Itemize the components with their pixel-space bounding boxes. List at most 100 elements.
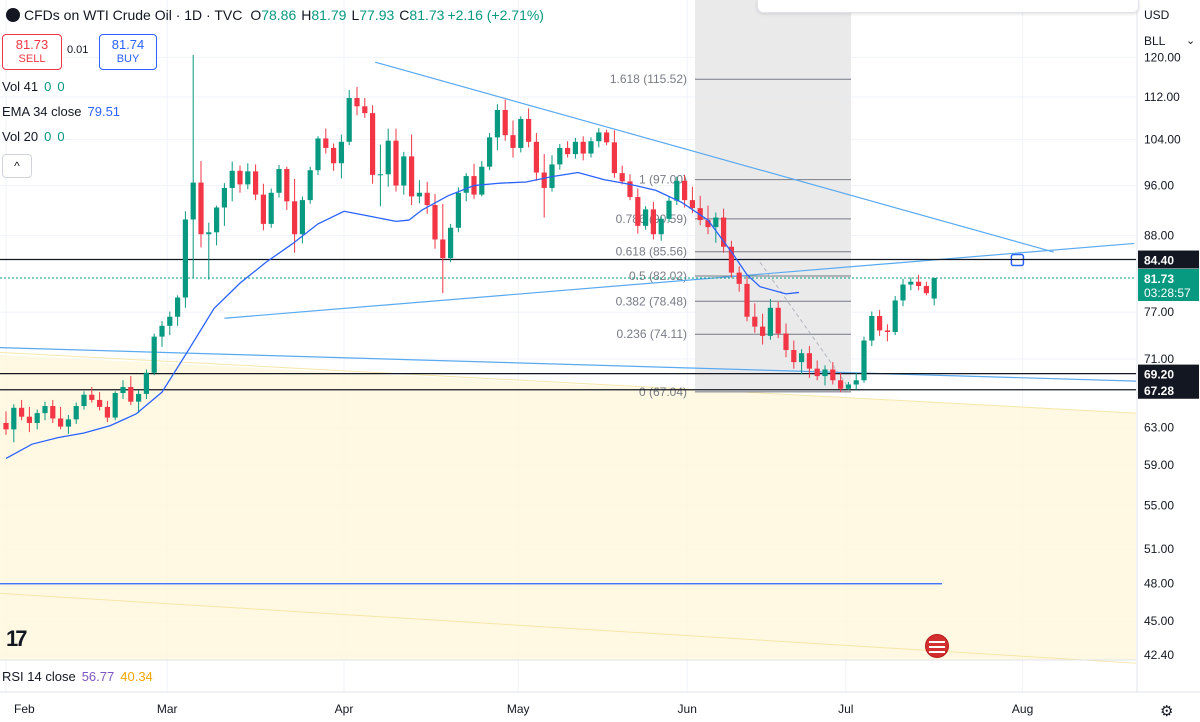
candle-body [565, 147, 571, 155]
candle-body [11, 407, 17, 430]
candle-body [440, 239, 446, 259]
time-axis[interactable]: Feb Mar Apr May Jun Jul Aug [0, 659, 1200, 716]
candle-body [908, 281, 914, 285]
candle-body [877, 315, 883, 331]
candle-body [752, 316, 758, 327]
currency-label[interactable]: USD [1144, 8, 1170, 22]
close-label: C [399, 7, 410, 23]
candle-body [916, 281, 922, 286]
candle-body [221, 187, 227, 208]
candle-body [494, 109, 500, 138]
indicator-value: 0 [44, 79, 52, 94]
indicator-vol41[interactable]: Vol 41 0 0 [2, 79, 65, 94]
candle-body [526, 118, 532, 142]
gear-icon[interactable]: ⚙ [1160, 703, 1174, 720]
buy-button[interactable]: 81.74 BUY [99, 34, 157, 70]
price-tick-label: 59.00 [1144, 458, 1174, 472]
candle-body [658, 218, 664, 235]
candle-body [50, 406, 56, 419]
candle-body [65, 419, 71, 427]
ema-line [5, 171, 800, 459]
candle-body [58, 418, 64, 427]
candle-body [206, 232, 212, 235]
price-tick-label: 112.00 [1144, 90, 1180, 104]
candle-body [619, 173, 625, 182]
candle-body [214, 207, 220, 233]
indicator-value: 0 [44, 129, 52, 144]
trend-lines[interactable] [0, 61, 1137, 382]
candle-body [455, 192, 461, 228]
candle-body [728, 246, 734, 273]
candle-body [643, 209, 649, 226]
descending-trendline[interactable] [375, 61, 1054, 253]
candle-body [682, 180, 688, 201]
chevron-up-icon: ^ [14, 159, 20, 173]
indicator-value: 0 [57, 129, 65, 144]
symbol-logo-icon [6, 8, 20, 22]
horizontal-lines[interactable] [0, 258, 1136, 585]
candle-body [845, 384, 851, 389]
fibonacci-retracement[interactable]: 1.618 (115.52)1 (97.00)0.786 (90.59)0.61… [610, 72, 851, 399]
price-label-box [1138, 380, 1199, 399]
rsi-legend[interactable]: RSI 14 close 56.77 40.34 [2, 669, 153, 684]
candle-body [572, 141, 578, 155]
chevron-down-icon[interactable]: ⌄ [1186, 35, 1196, 47]
sell-button[interactable]: 81.73 SELL [2, 34, 62, 70]
us-flag-icon[interactable] [925, 634, 949, 658]
candle-body [175, 297, 181, 317]
price-label: 84.40 [1144, 254, 1174, 268]
channel-line[interactable] [0, 347, 1137, 382]
candle-body [479, 166, 485, 195]
fib-level-label: 0.5 (82.02) [629, 269, 687, 283]
high-label: H [301, 7, 312, 23]
candle-body [799, 353, 805, 363]
indicator-ema34[interactable]: EMA 34 close 79.51 [2, 104, 120, 119]
candle-body [338, 141, 344, 164]
candle-body [143, 372, 149, 394]
candle-body [97, 399, 103, 407]
candle-body [167, 316, 173, 326]
candle-body [237, 170, 243, 185]
candle-body [331, 147, 337, 164]
indicator-value: 0 [57, 79, 65, 94]
candle-body [518, 118, 524, 148]
price-axis-bg [1137, 0, 1200, 692]
candle-body [354, 98, 360, 107]
candle-body [814, 368, 820, 377]
rsi-name: RSI 14 close [2, 669, 76, 684]
fib-level-label: 1 (97.00) [639, 173, 687, 187]
fib-level-label: 0.236 (74.11) [617, 327, 688, 341]
indicator-vol20[interactable]: Vol 20 0 0 [2, 129, 65, 144]
candle-body [892, 300, 898, 332]
fib-level-label: 0.618 (85.56) [616, 245, 687, 259]
unit-selector[interactable]: BLL [1144, 34, 1166, 48]
candle-body [81, 394, 87, 407]
zone-edge [0, 351, 1137, 414]
price-label-box [1138, 250, 1199, 269]
ascending-trendline[interactable] [224, 242, 1135, 319]
candle-body [744, 283, 750, 317]
symbol-title[interactable]: CFDs on WTI Crude Oil · 1D · TVC [24, 7, 243, 23]
price-tick-label: 77.00 [1144, 305, 1174, 319]
candle-body [182, 219, 188, 298]
time-tick-label: Feb [14, 702, 35, 716]
candle-body [736, 272, 742, 284]
price-axis[interactable]: 120.00 112.00 104.00 96.00 88.00 77.00 71.00 63… [1136, 0, 1200, 692]
candle-body [541, 172, 547, 188]
candle-body [42, 406, 48, 414]
fib-level-label: 1.618 (115.52) [610, 72, 687, 86]
price-tick-label: 42.40 [1144, 648, 1174, 662]
indicator-name: Vol 20 [2, 129, 39, 144]
price-tick-label: 45.00 [1144, 614, 1174, 628]
candle-body [3, 422, 9, 430]
price-tick-label: 63.00 [1144, 421, 1174, 435]
candle-body [588, 141, 594, 154]
price-tick-label: 48.00 [1144, 577, 1174, 591]
collapse-legend-button[interactable]: ^ [2, 154, 32, 178]
price-tick-label: 88.00 [1144, 229, 1174, 243]
drawing-toolbar[interactable] [757, 0, 1139, 13]
tradingview-logo-icon[interactable]: 17 [6, 626, 28, 651]
candle-body [853, 380, 859, 385]
ema34-line [5, 171, 800, 459]
